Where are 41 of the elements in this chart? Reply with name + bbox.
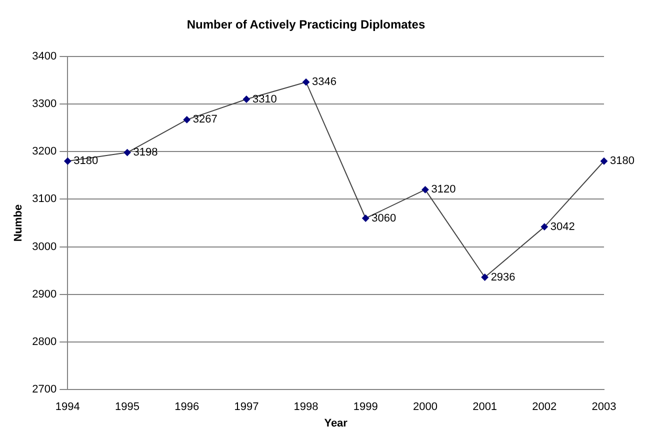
data-label: 3180 (74, 155, 98, 168)
point (242, 96, 250, 103)
x-tick-label: 2000 (412, 401, 438, 414)
x-tick-label: 1996 (174, 401, 200, 414)
x-tick-label: 2002 (532, 401, 557, 414)
y-tick-label: 2700 (32, 384, 57, 396)
point (362, 214, 370, 222)
data-label: 3042 (550, 220, 575, 233)
data-label: 3267 (192, 114, 218, 126)
data-label: 3060 (372, 212, 396, 224)
y-tick-label: 3300 (32, 98, 57, 110)
data-label: 3346 (312, 76, 337, 88)
point (540, 223, 548, 230)
x-tick-label: 1995 (115, 401, 140, 414)
x-tick-label: 1999 (353, 401, 378, 414)
data-label: 3180 (610, 155, 634, 168)
y-tick-label: 2800 (32, 336, 57, 348)
point (481, 274, 488, 281)
x-tick-label: 1994 (55, 401, 80, 414)
y-tick-label: 3200 (32, 146, 57, 158)
point (64, 158, 72, 165)
x-tick-label: 2003 (592, 401, 616, 414)
point (600, 158, 608, 165)
data-label: 3198 (133, 146, 158, 159)
y-tick-label: 2900 (32, 288, 57, 300)
y-tick-label: 3100 (32, 193, 57, 206)
data-label: 2936 (490, 271, 516, 284)
chart-title: Number of Actively Practicing Diplomates (186, 18, 426, 32)
x-tick-label: 1998 (294, 401, 318, 414)
data-label: 3310 (252, 93, 277, 106)
point (422, 186, 429, 194)
x-tick-label: 1997 (234, 401, 259, 414)
y-tick-label: 3400 (32, 50, 57, 62)
point (302, 78, 310, 86)
y-tick-label: 3000 (32, 240, 57, 253)
data-label: 3120 (431, 184, 456, 196)
point (124, 149, 131, 156)
y-axis-title: Numbe (12, 204, 25, 242)
point (183, 116, 190, 124)
x-tick-label: 2001 (472, 401, 498, 414)
x-axis-title: Year (324, 417, 348, 430)
